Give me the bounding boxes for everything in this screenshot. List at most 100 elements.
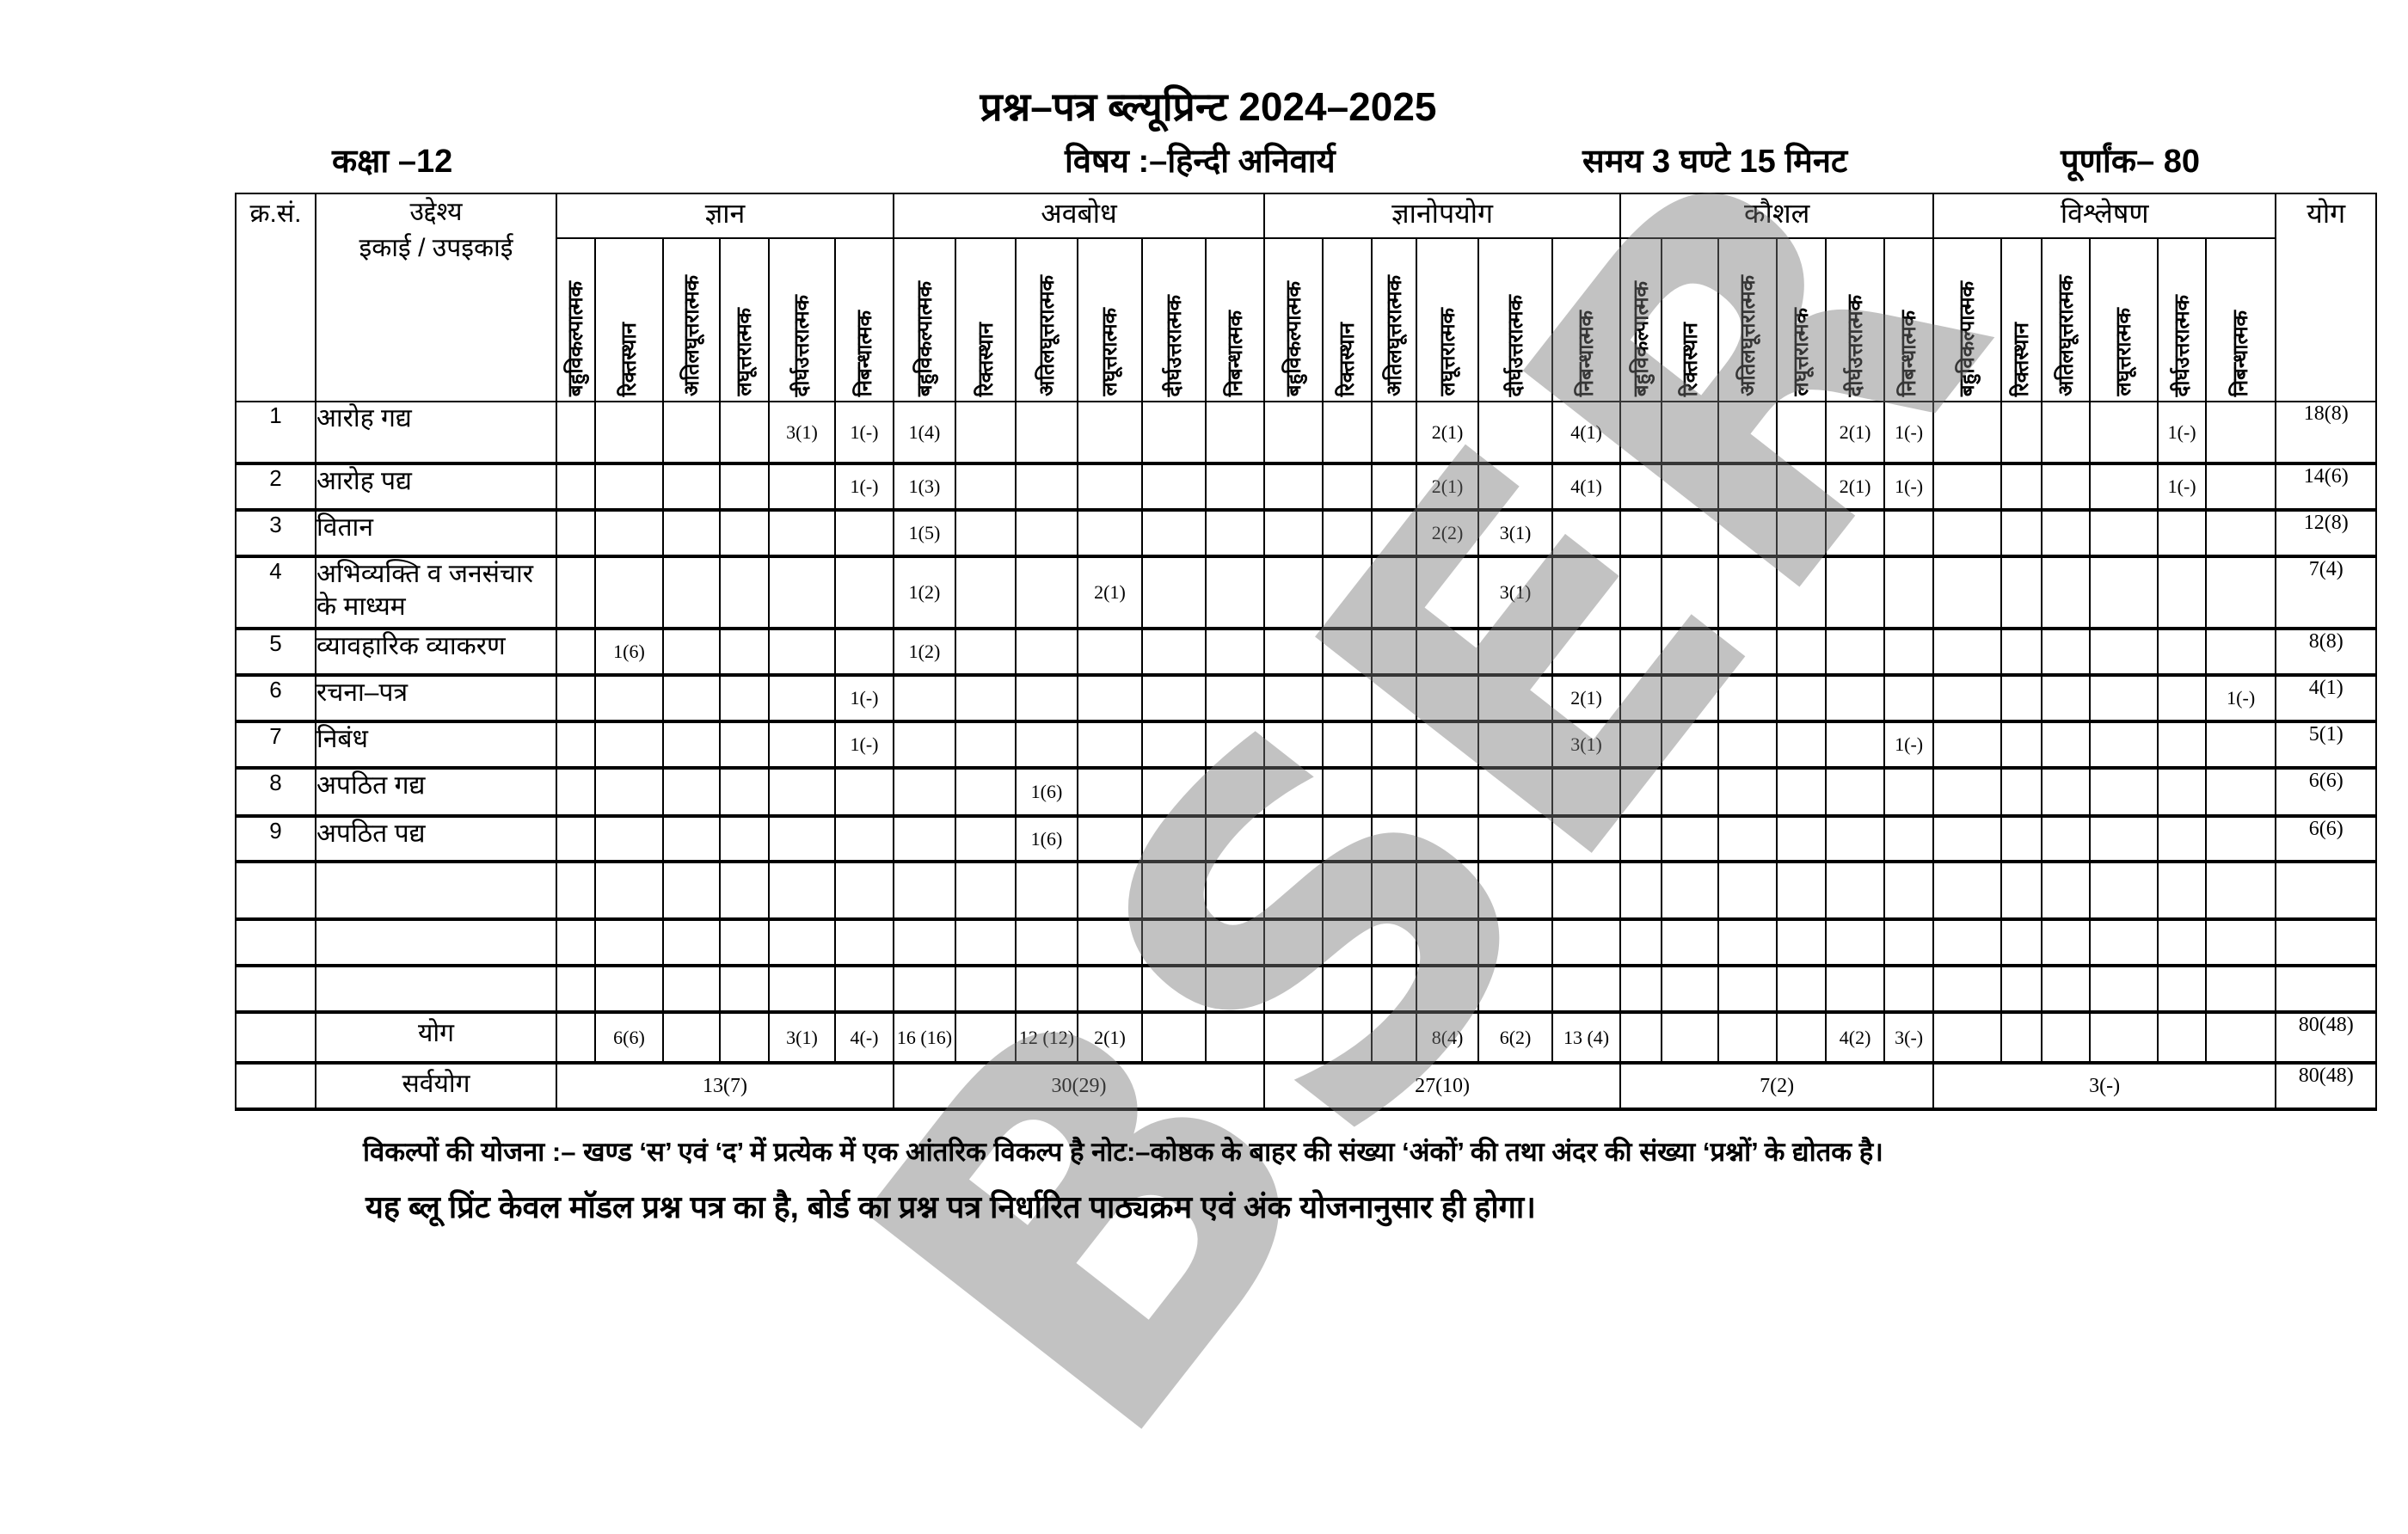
table-row: 9 अपठित पद्य 1(6) 6(6) bbox=[235, 815, 2378, 863]
marks-cell bbox=[1551, 628, 1622, 677]
marks-cell bbox=[1477, 965, 1554, 1014]
total-marks-cell: 4(2) bbox=[1825, 1011, 1886, 1065]
question-type-label: रिक्तस्थान bbox=[1678, 322, 1702, 396]
question-type-header: दीर्घउत्तरात्मक bbox=[1825, 237, 1886, 402]
objective-header: उद्देश्य इकाई / उपइकाई bbox=[315, 193, 557, 402]
marks-cell bbox=[2157, 721, 2208, 770]
marks-cell bbox=[1717, 401, 1778, 465]
marks-cell bbox=[1932, 721, 2003, 770]
group-total: 3(-) bbox=[1932, 1062, 2277, 1111]
marks-cell bbox=[1141, 965, 1207, 1014]
marks-cell bbox=[1263, 555, 1324, 630]
marks-cell bbox=[556, 509, 596, 558]
marks-cell bbox=[719, 721, 770, 770]
marks-cell: 1(-) bbox=[834, 721, 894, 770]
row-total: 6(6) bbox=[2275, 815, 2378, 863]
question-type-label: निबन्धात्मक bbox=[852, 310, 876, 396]
marks-cell: 1(-) bbox=[834, 463, 894, 512]
question-type-header: बहुविकल्पात्मक bbox=[556, 237, 596, 402]
marks-cell bbox=[1661, 767, 1720, 818]
marks-cell: 4(1) bbox=[1551, 401, 1622, 465]
marks-cell bbox=[1619, 628, 1663, 677]
marks-cell bbox=[1416, 815, 1480, 863]
marks-cell bbox=[556, 965, 596, 1014]
marks-cell bbox=[719, 509, 770, 558]
question-type-label: बहुविकल्पात्मक bbox=[1956, 280, 1980, 396]
marks-cell: 1(4) bbox=[893, 401, 956, 465]
marks-cell bbox=[1825, 628, 1886, 677]
marks-cell bbox=[1619, 555, 1663, 630]
page-title: प्रश्न–पत्र ब्ल्यूप्रिन्ट 2024–2025 bbox=[980, 84, 1437, 129]
marks-cell bbox=[1883, 861, 1935, 921]
marks-cell bbox=[1825, 721, 1886, 770]
table-row: 2 आरोह पद्य 1(-) 1(3) 2(1) 4(1) 2(1) 1(-) 1(-) 14… bbox=[235, 463, 2378, 512]
marks-cell bbox=[955, 965, 1017, 1014]
marks-cell bbox=[594, 555, 664, 630]
marks-cell bbox=[1717, 555, 1778, 630]
question-type-label: निबन्धात्मक bbox=[1897, 310, 1921, 396]
unit-name: आरोह पद्य bbox=[315, 463, 557, 512]
row-number: 8 bbox=[235, 767, 316, 818]
marks-cell bbox=[1371, 401, 1418, 465]
unit-name: रचना–पत्र bbox=[315, 674, 557, 723]
marks-cell bbox=[662, 463, 721, 512]
marks-cell bbox=[1477, 918, 1554, 967]
marks-cell bbox=[1263, 674, 1324, 723]
question-type-label: अतिलघूत्तरात्मक bbox=[2054, 275, 2078, 396]
marks-cell bbox=[2205, 965, 2277, 1014]
unit-name bbox=[315, 861, 557, 921]
subject-label: विषय :–हिन्दी अनिवार्य bbox=[1065, 144, 1336, 180]
total-marks-cell bbox=[955, 1011, 1017, 1065]
group-header: कौशल bbox=[1619, 193, 1935, 239]
marks-cell bbox=[1619, 815, 1663, 863]
total-marks-cell bbox=[2205, 1011, 2277, 1065]
question-type-label: बहुविकल्पात्मक bbox=[912, 280, 937, 396]
row-total bbox=[2275, 918, 2378, 967]
marks-cell bbox=[719, 918, 770, 967]
marks-cell bbox=[1416, 721, 1480, 770]
marks-cell bbox=[2089, 815, 2159, 863]
marks-cell bbox=[1141, 721, 1207, 770]
marks-cell bbox=[1661, 674, 1720, 723]
marks-cell bbox=[1371, 721, 1418, 770]
marks-cell bbox=[1015, 674, 1078, 723]
question-type-header: दीर्घउत्तरात्मक bbox=[1477, 237, 1554, 402]
marks-cell bbox=[1883, 674, 1935, 723]
question-type-header: लघूत्तरात्मक bbox=[1416, 237, 1480, 402]
question-type-header: लघूत्तरात्मक bbox=[1077, 237, 1143, 402]
marks-cell bbox=[1619, 767, 1663, 818]
marks-cell bbox=[2041, 555, 2092, 630]
marks-cell bbox=[1077, 628, 1143, 677]
question-type-header: लघूत्तरात्मक bbox=[2089, 237, 2159, 402]
row-total: 6(6) bbox=[2275, 767, 2378, 818]
marks-cell bbox=[1717, 628, 1778, 677]
marks-cell bbox=[1551, 767, 1622, 818]
marks-cell bbox=[1015, 965, 1078, 1014]
marks-cell: 1(-) bbox=[2157, 463, 2208, 512]
marks-cell: 2(1) bbox=[1077, 555, 1143, 630]
marks-cell: 1(-) bbox=[1883, 463, 1935, 512]
marks-cell bbox=[2000, 965, 2043, 1014]
table-row: 4 अभिव्यक्ति व जनसंचार के माध्यम 1(2) 2(1) 3… bbox=[235, 555, 2378, 630]
marks-cell bbox=[1619, 918, 1663, 967]
total-marks-cell bbox=[719, 1011, 770, 1065]
marks-cell bbox=[1077, 401, 1143, 465]
marks-cell bbox=[1825, 918, 1886, 967]
group-total: 30(29) bbox=[892, 1062, 1266, 1111]
marks-cell bbox=[556, 463, 596, 512]
question-type-header: निबन्धात्मक bbox=[1551, 237, 1622, 402]
marks-cell bbox=[2157, 628, 2208, 677]
marks-cell bbox=[2089, 721, 2159, 770]
marks-cell bbox=[768, 861, 836, 921]
total-marks-cell bbox=[2089, 1011, 2159, 1065]
marks-cell bbox=[662, 965, 721, 1014]
marks-cell bbox=[1717, 721, 1778, 770]
marks-cell bbox=[594, 509, 664, 558]
question-type-header: अतिलघूत्तरात्मक bbox=[1717, 237, 1778, 402]
marks-cell bbox=[594, 965, 664, 1014]
question-type-header: अतिलघूत्तरात्मक bbox=[2041, 237, 2092, 402]
unit-name: अभिव्यक्ति व जनसंचार के माध्यम bbox=[315, 555, 557, 630]
total-marks-cell: 6(2) bbox=[1477, 1011, 1554, 1065]
row-total bbox=[2275, 965, 2378, 1014]
marks-cell bbox=[2041, 861, 2092, 921]
